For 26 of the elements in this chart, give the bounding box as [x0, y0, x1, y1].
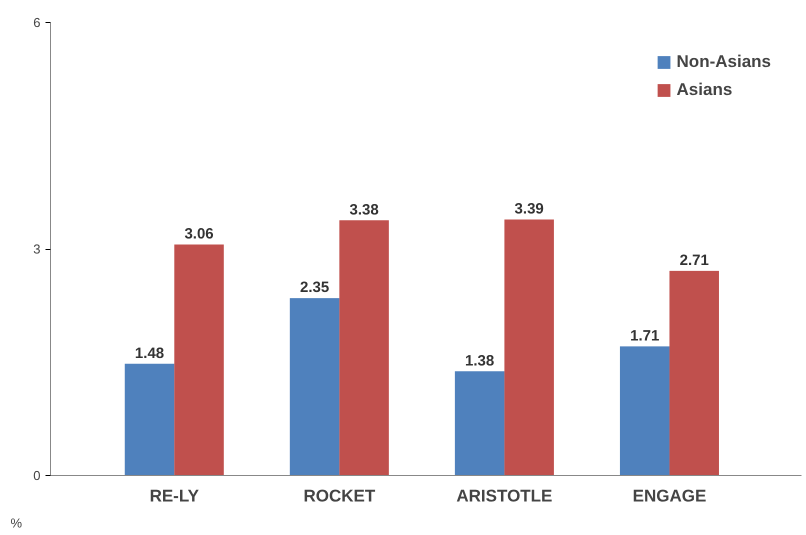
bar	[454, 371, 504, 476]
data-label: 3.38	[350, 201, 379, 218]
x-tick-label: ENGAGE	[632, 486, 706, 506]
data-label: 1.71	[630, 327, 660, 344]
bar	[504, 220, 554, 476]
y-tick-label: 6	[33, 15, 41, 30]
bar	[290, 298, 340, 476]
y-axis-title: %	[10, 516, 22, 530]
x-tick-label: RE-LY	[150, 486, 200, 506]
data-label: 3.06	[184, 225, 214, 242]
bar	[124, 364, 174, 476]
data-label: 1.48	[134, 344, 164, 362]
y-tick-label: 0	[33, 468, 41, 483]
legend-label: Asians	[676, 80, 732, 100]
bar	[669, 270, 719, 476]
bar	[620, 346, 670, 476]
x-tick-label: ARISTOTLE	[456, 486, 552, 506]
x-tick-label: ROCKET	[303, 486, 376, 506]
data-label: 1.38	[465, 352, 494, 370]
data-label: 2.71	[680, 252, 709, 269]
bar	[174, 244, 224, 476]
y-tick-label: 3	[33, 242, 41, 256]
bar	[339, 220, 389, 476]
data-label: 2.35	[300, 279, 330, 296]
data-label: 3.39	[514, 200, 544, 218]
legend-label: Non-Asians	[676, 52, 771, 72]
